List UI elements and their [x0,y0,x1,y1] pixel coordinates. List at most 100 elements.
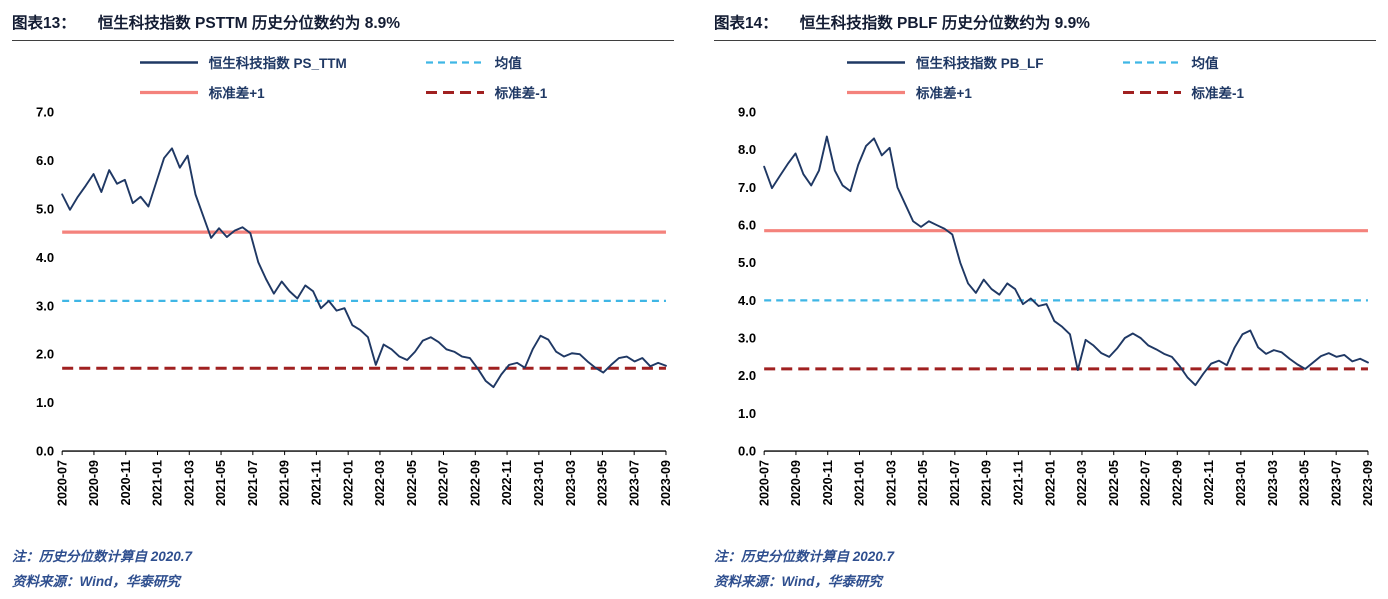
chart-notes: 注：历史分位数计算自 2020.7 资料来源：Wind，华泰研究 [714,545,1376,594]
chart-title: 图表13： 恒生科技指数 PSTTM 历史分位数约为 8.9% [12,8,674,41]
svg-text:0.0: 0.0 [738,444,756,459]
svg-text:2021-07: 2021-07 [246,460,260,506]
legend-label-series: 恒生科技指数 PS_TTM [208,56,347,71]
figure-label: 图表14： [714,15,778,32]
legend-item-std-plus: 标准差+1 [139,82,347,102]
svg-text:2021-05: 2021-05 [916,460,930,506]
svg-text:2021-05: 2021-05 [214,460,228,506]
svg-text:2021-07: 2021-07 [948,460,962,506]
svg-text:2023-03: 2023-03 [564,460,578,506]
svg-text:2023-07: 2023-07 [627,460,641,506]
svg-text:2020-11: 2020-11 [821,460,835,505]
svg-text:2023-05: 2023-05 [1298,460,1312,506]
chart-note: 注：历史分位数计算自 2020.7 [12,549,193,565]
series-line-icon [139,58,199,67]
psttm-chart-panel: 图表13： 恒生科技指数 PSTTM 历史分位数约为 8.9% 恒生科技指数 P… [12,8,674,594]
legend-label-std-minus: 标准差-1 [494,86,548,101]
svg-text:2023-09: 2023-09 [1361,460,1375,506]
svg-text:2020-07: 2020-07 [55,460,69,506]
chart-title: 图表14： 恒生科技指数 PBLF 历史分位数约为 9.9% [714,8,1376,41]
chart-notes: 注：历史分位数计算自 2020.7 资料来源：Wind，华泰研究 [12,545,674,594]
svg-text:2021-01: 2021-01 [151,460,165,506]
series-line-icon [846,58,906,67]
svg-text:4.0: 4.0 [36,250,54,265]
svg-text:5.0: 5.0 [36,201,54,216]
svg-text:2021-11: 2021-11 [1012,460,1026,505]
chart-note: 注：历史分位数计算自 2020.7 [714,549,895,565]
pblf-chart-panel: 图表14： 恒生科技指数 PBLF 历史分位数约为 9.9% 恒生科技指数 PB… [714,8,1376,594]
svg-text:2022-05: 2022-05 [405,460,419,506]
svg-text:4.0: 4.0 [738,293,756,308]
svg-text:2.0: 2.0 [738,368,756,383]
legend-item-mean: 均值 [425,52,548,72]
svg-text:3.0: 3.0 [738,331,756,346]
line-chart: 0.0 1.0 2.0 3.0 4.0 5.0 6.0 7.0 8.0 9.0 2020-07 202… [738,105,1375,506]
legend-label-series: 恒生科技指数 PB_LF [915,56,1044,71]
chart-title-text: 恒生科技指数 PSTTM 历史分位数约为 8.9% [97,15,401,32]
svg-text:2022-07: 2022-07 [1139,460,1153,506]
legend-item-series: 恒生科技指数 PS_TTM [139,52,347,72]
mean-dashed-line-icon [1122,58,1182,67]
svg-text:1.0: 1.0 [738,406,756,421]
std-minus-line-icon [425,88,485,97]
svg-text:2021-09: 2021-09 [278,460,292,506]
source-note: 资料来源：Wind，华泰研究 [714,573,882,589]
svg-text:9.0: 9.0 [738,105,756,120]
legend-label-std-plus: 标准差+1 [915,86,972,101]
legend-label-mean: 均值 [494,56,522,71]
svg-text:2021-03: 2021-03 [884,460,898,506]
svg-text:2020-07: 2020-07 [757,460,771,506]
legend-label-std-plus: 标准差+1 [208,86,265,101]
svg-text:7.0: 7.0 [738,180,756,195]
svg-text:2022-11: 2022-11 [1202,460,1216,505]
svg-text:2022-09: 2022-09 [1170,460,1184,506]
svg-text:2022-11: 2022-11 [500,460,514,505]
svg-text:2023-07: 2023-07 [1329,460,1343,506]
svg-text:3.0: 3.0 [36,298,54,313]
svg-text:2020-11: 2020-11 [119,460,133,505]
svg-text:8.0: 8.0 [738,142,756,157]
legend-label-std-minus: 标准差-1 [1191,86,1245,101]
svg-text:2022-05: 2022-05 [1107,460,1121,506]
chart-legend: 恒生科技指数 PS_TTM 均值 标准差+1 标准差-1 [12,52,674,102]
source-note: 资料来源：Wind，华泰研究 [12,573,180,589]
svg-text:2020-09: 2020-09 [87,460,101,506]
svg-text:2023-09: 2023-09 [659,460,673,506]
legend-item-std-minus: 标准差-1 [1122,82,1245,102]
svg-text:6.0: 6.0 [36,153,54,168]
svg-text:6.0: 6.0 [738,218,756,233]
svg-text:2021-11: 2021-11 [310,460,324,505]
mean-dashed-line-icon [425,58,485,67]
svg-text:2021-03: 2021-03 [182,460,196,506]
svg-text:1.0: 1.0 [36,395,54,410]
svg-text:2023-03: 2023-03 [1266,460,1280,506]
chart-legend: 恒生科技指数 PB_LF 均值 标准差+1 标准差-1 [714,52,1376,102]
legend-item-std-plus: 标准差+1 [846,82,1044,102]
std-minus-line-icon [1122,88,1182,97]
std-plus-line-icon [846,88,906,97]
std-plus-line-icon [139,88,199,97]
svg-text:2020-09: 2020-09 [789,460,803,506]
svg-text:5.0: 5.0 [738,255,756,270]
legend-item-series: 恒生科技指数 PB_LF [846,52,1044,72]
svg-text:2021-01: 2021-01 [853,460,867,506]
legend-label-mean: 均值 [1191,56,1219,71]
svg-text:2023-05: 2023-05 [596,460,610,506]
svg-text:0.0: 0.0 [36,444,54,459]
svg-text:2023-01: 2023-01 [532,460,546,506]
svg-text:7.0: 7.0 [36,105,54,120]
svg-text:2022-03: 2022-03 [373,460,387,506]
svg-text:2022-07: 2022-07 [437,460,451,506]
line-chart: 0.0 1.0 2.0 3.0 4.0 5.0 6.0 7.0 2020-07 2020-09 20… [36,105,673,506]
chart-title-text: 恒生科技指数 PBLF 历史分位数约为 9.9% [799,15,1090,32]
svg-text:2022-01: 2022-01 [1043,460,1057,506]
svg-text:2021-09: 2021-09 [980,460,994,506]
svg-text:2.0: 2.0 [36,347,54,362]
svg-text:2022-01: 2022-01 [341,460,355,506]
svg-text:2022-03: 2022-03 [1075,460,1089,506]
legend-item-std-minus: 标准差-1 [425,82,548,102]
svg-text:2023-01: 2023-01 [1234,460,1248,506]
svg-text:2022-09: 2022-09 [468,460,482,506]
figure-label: 图表13： [12,15,76,32]
